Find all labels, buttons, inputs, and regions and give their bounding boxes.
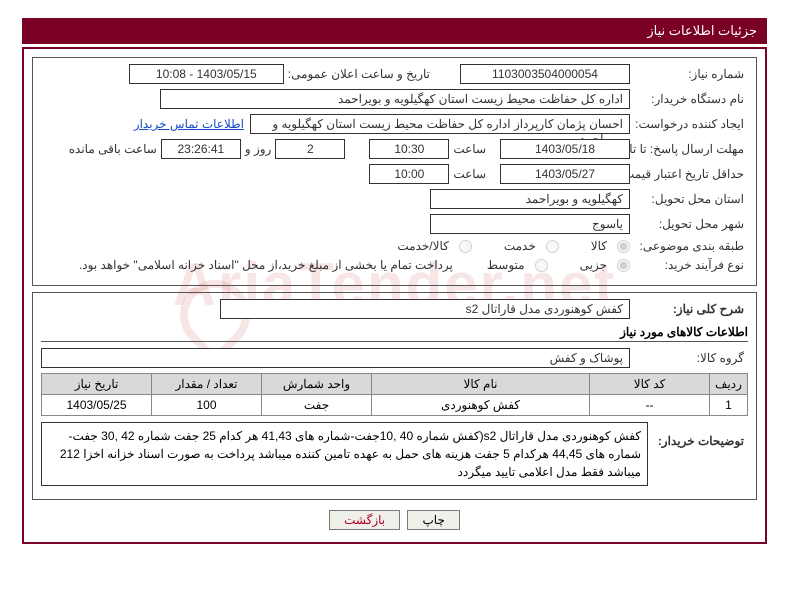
row-deadline: مهلت ارسال پاسخ: تا تاریخ: 1403/05/18 سا…: [41, 139, 748, 159]
page-container: جزئیات اطلاعات نیاز شماره نیاز: 11030035…: [0, 0, 789, 562]
table-header-row: ردیف کد کالا نام کالا واحد شمارش تعداد /…: [42, 374, 748, 395]
need-number-label: شماره نیاز:: [630, 67, 748, 81]
back-button[interactable]: بازگشت: [329, 510, 400, 530]
radio-partial-label: جزیی: [576, 258, 611, 272]
hours-remaining-field: 23:26:41: [161, 139, 241, 159]
th-unit: واحد شمارش: [262, 374, 372, 395]
row-buyer-org: نام دستگاه خریدار: اداره کل حفاظت محیط ز…: [41, 89, 748, 109]
row-need-number: شماره نیاز: 1103003504000054 تاریخ و ساع…: [41, 64, 748, 84]
row-category: طبقه بندی موضوعی: کالا خدمت کالا/خدمت: [41, 239, 748, 253]
td-row: 1: [710, 395, 748, 416]
need-number-field: 1103003504000054: [460, 64, 630, 84]
deadline-date-field: 1403/05/18: [500, 139, 630, 159]
goods-section-title: اطلاعات کالاهای مورد نیاز: [41, 325, 748, 342]
th-code: کد کالا: [590, 374, 710, 395]
main-frame: شماره نیاز: 1103003504000054 تاریخ و ساع…: [22, 47, 767, 544]
announce-date-label: تاریخ و ساعت اعلان عمومی:: [284, 67, 434, 81]
buyer-org-field: اداره کل حفاظت محیط زیست استان کهگیلویه …: [160, 89, 630, 109]
summary-label: شرح کلی نیاز:: [630, 302, 748, 316]
th-row: ردیف: [710, 374, 748, 395]
th-name: نام کالا: [372, 374, 590, 395]
buyer-desc-box: کفش کوهنوردی مدل قاراتال s2(کفش شماره 40…: [41, 422, 648, 486]
row-process: نوع فرآیند خرید: جزیی متوسط پرداخت تمام …: [41, 258, 748, 272]
row-goods-group: گروه کالا: پوشاک و کفش: [41, 348, 748, 368]
process-label: نوع فرآیند خرید:: [630, 258, 748, 272]
delivery-province-label: استان محل تحویل:: [630, 192, 748, 206]
page-title: جزئیات اطلاعات نیاز: [22, 18, 767, 44]
row-delivery-province: استان محل تحویل: کهگیلویه و بویراحمد: [41, 189, 748, 209]
row-requester: ایجاد کننده درخواست: احسان پژمان کارپردا…: [41, 114, 748, 134]
delivery-city-field: یاسوج: [430, 214, 630, 234]
buyer-org-label: نام دستگاه خریدار:: [630, 92, 748, 106]
category-radio-group: کالا خدمت کالا/خدمت: [393, 239, 630, 253]
row-delivery-city: شهر محل تحویل: یاسوج: [41, 214, 748, 234]
requester-label: ایجاد کننده درخواست:: [630, 117, 748, 131]
price-valid-date-field: 1403/05/27: [500, 164, 630, 184]
category-label: طبقه بندی موضوعی:: [630, 239, 748, 253]
th-qty: تعداد / مقدار: [152, 374, 262, 395]
price-valid-time-label: ساعت: [449, 167, 490, 181]
deadline-time-field: 10:30: [369, 139, 449, 159]
days-remaining-field: 2: [275, 139, 345, 159]
td-name: کفش کوهنوردی: [372, 395, 590, 416]
details-frame: شماره نیاز: 1103003504000054 تاریخ و ساع…: [32, 57, 757, 286]
row-buyer-desc: توضیحات خریدار: کفش کوهنوردی مدل قاراتال…: [41, 422, 748, 486]
goods-table: ردیف کد کالا نام کالا واحد شمارش تعداد /…: [41, 373, 748, 416]
process-radio-group: جزیی متوسط: [483, 258, 630, 272]
print-button[interactable]: چاپ: [407, 510, 459, 530]
goods-group-field: پوشاک و کفش: [41, 348, 630, 368]
radio-kala[interactable]: [617, 240, 630, 253]
th-date: تاریخ نیاز: [42, 374, 152, 395]
td-date: 1403/05/25: [42, 395, 152, 416]
radio-both-label: کالا/خدمت: [393, 239, 452, 253]
row-summary: شرح کلی نیاز: کفش کوهنوردی مدل قاراتال s…: [41, 299, 748, 319]
goods-group-label: گروه کالا:: [630, 351, 748, 365]
td-qty: 100: [152, 395, 262, 416]
buttons-row: چاپ بازگشت: [32, 510, 757, 530]
deadline-label: مهلت ارسال پاسخ: تا تاریخ:: [630, 142, 748, 156]
summary-field: کفش کوهنوردی مدل قاراتال s2: [220, 299, 630, 319]
announce-date-field: 1403/05/15 - 10:08: [129, 64, 284, 84]
price-valid-label: حداقل تاریخ اعتبار قیمت: تا تاریخ:: [630, 167, 748, 181]
radio-khadamat[interactable]: [546, 240, 559, 253]
hours-suffix: ساعت باقی مانده: [65, 142, 161, 156]
deadline-time-label: ساعت: [449, 142, 490, 156]
table-row: 1 -- کفش کوهنوردی جفت 100 1403/05/25: [42, 395, 748, 416]
radio-both[interactable]: [459, 240, 472, 253]
payment-note: پرداخت تمام یا بخشی از مبلغ خرید،از محل …: [79, 258, 453, 272]
summary-frame: شرح کلی نیاز: کفش کوهنوردی مدل قاراتال s…: [32, 292, 757, 500]
radio-partial[interactable]: [617, 259, 630, 272]
buyer-desc-label: توضیحات خریدار:: [648, 422, 748, 448]
price-valid-time-field: 10:00: [369, 164, 449, 184]
requester-field: احسان پژمان کارپرداز اداره کل حفاظت محیط…: [250, 114, 630, 134]
radio-medium[interactable]: [535, 259, 548, 272]
radio-khadamat-label: خدمت: [500, 239, 540, 253]
radio-medium-label: متوسط: [483, 258, 529, 272]
contact-buyer-link[interactable]: اطلاعات تماس خریدار: [134, 117, 244, 131]
delivery-city-label: شهر محل تحویل:: [630, 217, 748, 231]
td-unit: جفت: [262, 395, 372, 416]
radio-kala-label: کالا: [587, 239, 611, 253]
td-code: --: [590, 395, 710, 416]
delivery-province-field: کهگیلویه و بویراحمد: [430, 189, 630, 209]
row-price-validity: حداقل تاریخ اعتبار قیمت: تا تاریخ: 1403/…: [41, 164, 748, 184]
days-suffix: روز و: [241, 142, 276, 156]
